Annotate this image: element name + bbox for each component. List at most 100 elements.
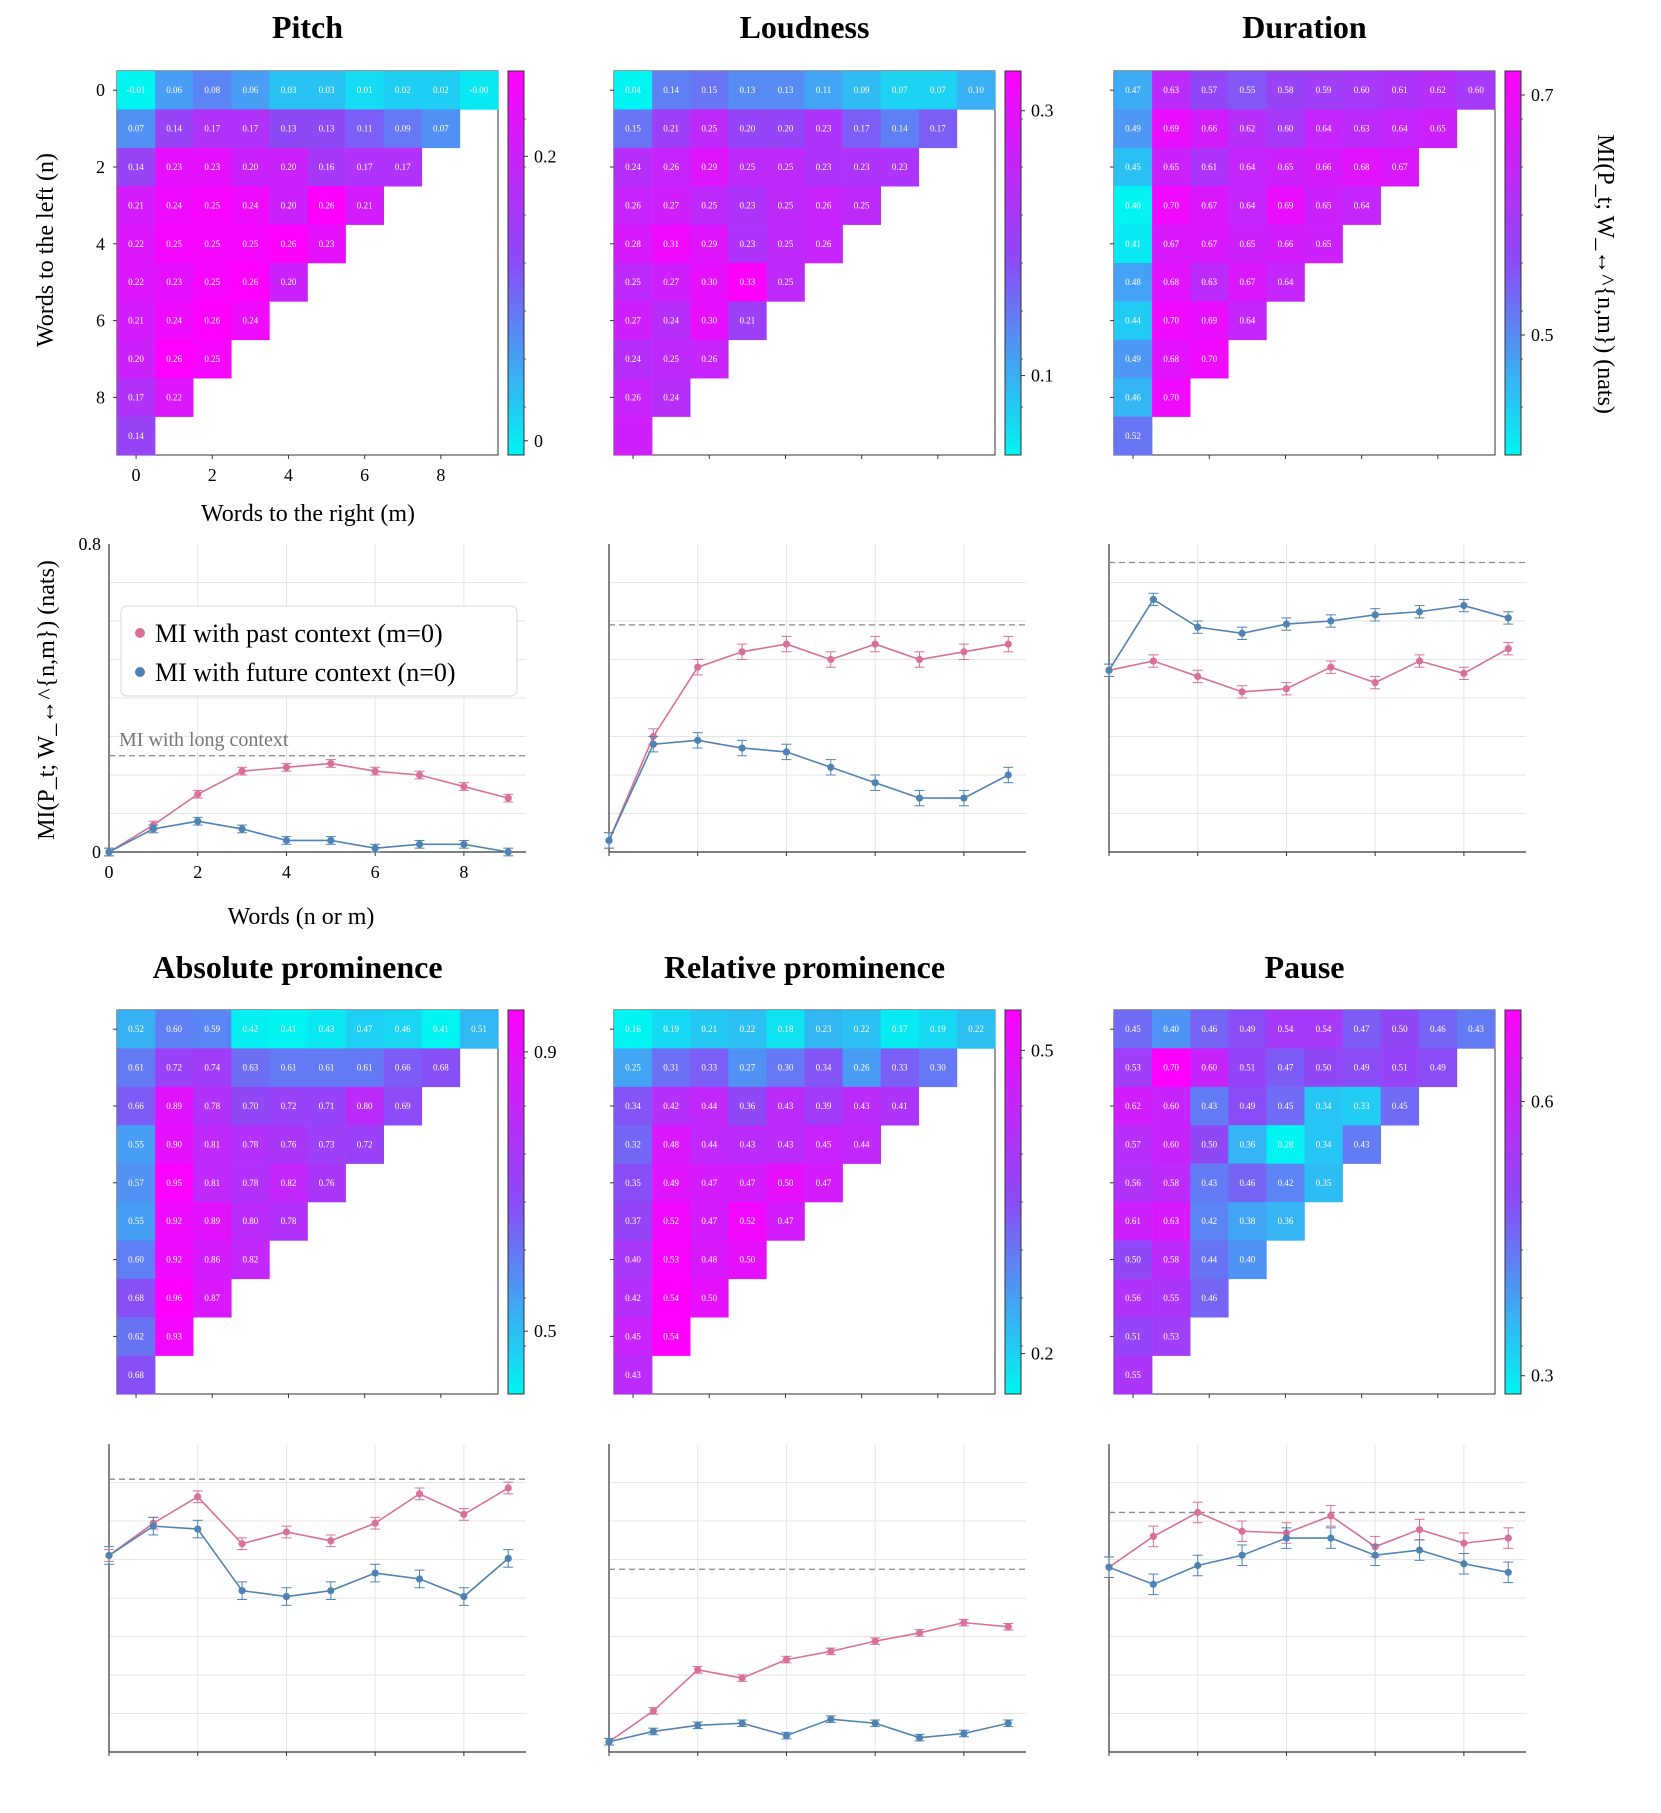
data-point xyxy=(327,836,335,845)
heatmap-cell xyxy=(117,1086,156,1126)
cell-value-label: 0.25 xyxy=(204,354,220,364)
heatmap-cell xyxy=(804,147,843,187)
heatmap-y-axis-label: Words to the left (n) xyxy=(33,153,59,347)
cell-value-label: 0.26 xyxy=(701,354,717,364)
heatmap-cell xyxy=(1114,71,1153,110)
cell-value-label: 0.80 xyxy=(357,1101,373,1111)
cell-value-label: 0.27 xyxy=(663,200,679,210)
cell-value-label: 0.41 xyxy=(433,1024,449,1034)
data-point xyxy=(827,655,835,664)
heatmap-cell xyxy=(804,1163,843,1203)
cell-value-label: 0.44 xyxy=(701,1101,717,1111)
cell-value-label: 0.64 xyxy=(1354,200,1370,210)
heatmap-cell xyxy=(1190,147,1229,187)
heatmap-cell xyxy=(459,1010,499,1049)
data-point xyxy=(460,782,468,791)
cell-value-label: 0.43 xyxy=(778,1101,794,1111)
heatmap-cell xyxy=(193,1163,232,1203)
heatmap-cell xyxy=(193,1048,232,1088)
cell-value-label: 0.61 xyxy=(1392,85,1408,95)
cell-value-label: 0.14 xyxy=(166,124,182,134)
heatmap-cell xyxy=(766,109,805,149)
heatmap-cell xyxy=(690,1202,729,1241)
cell-value-label: 0.22 xyxy=(968,1024,984,1034)
heatmap-cell xyxy=(1114,1355,1153,1395)
data-point xyxy=(871,779,879,787)
cell-value-label: 0.65 xyxy=(1239,239,1255,249)
heatmap-cell xyxy=(766,1086,805,1126)
cell-value-label: 0.49 xyxy=(1430,1063,1446,1073)
heatmap-cell xyxy=(804,1125,843,1164)
heatmap-cell xyxy=(1114,263,1153,302)
cell-value-label: 0.41 xyxy=(892,1101,908,1111)
cell-value-label: 0.24 xyxy=(242,200,258,210)
cell-value-label: 0.16 xyxy=(625,1024,641,1034)
cell-value-label: 0.60 xyxy=(1163,1101,1179,1111)
heatmap-cell xyxy=(1152,109,1191,149)
cell-value-label: 0.42 xyxy=(663,1101,679,1111)
heatmap-cell xyxy=(1190,186,1229,225)
cell-value-label: 0.53 xyxy=(1163,1331,1179,1341)
cell-value-label: 0.26 xyxy=(816,239,832,249)
data-point xyxy=(694,1666,702,1674)
cell-value-label: 0.44 xyxy=(854,1139,870,1149)
data-point xyxy=(282,1592,291,1601)
cell-value-label: 0.24 xyxy=(663,316,679,326)
heatmap-cell xyxy=(614,1317,653,1356)
heatmap-cell xyxy=(728,263,767,302)
cell-value-label: -0.01 xyxy=(127,85,146,95)
cell-value-label: 0.40 xyxy=(1163,1024,1179,1034)
cell-value-label: 0.41 xyxy=(281,1024,297,1034)
cell-value-label: 0.06 xyxy=(166,85,182,95)
heatmap-0: Pitch -0.01 0.06 0.08 0.06 0.03 0.03 0.01 0.02 0.… xyxy=(96,9,557,485)
cell-value-label: 0.20 xyxy=(739,124,755,134)
cell-value-label: 0.20 xyxy=(242,162,258,172)
heatmap-cell xyxy=(231,1048,270,1088)
data-point xyxy=(782,1656,791,1664)
heatmap-cell xyxy=(155,263,194,302)
heatmap-cell xyxy=(155,1125,194,1164)
cell-value-label: 0.09 xyxy=(395,124,411,134)
heatmap-cell xyxy=(117,1202,156,1241)
heatmap-cell xyxy=(614,71,653,110)
data-point xyxy=(1415,1525,1424,1534)
cell-value-label: 0.60 xyxy=(1354,85,1370,95)
line-chart-3 xyxy=(104,1444,526,1756)
heatmap-cell xyxy=(652,71,691,110)
data-point xyxy=(1282,685,1291,693)
cell-value-label: 0.25 xyxy=(778,239,794,249)
cell-value-label: 0.26 xyxy=(625,392,641,402)
heatmap-cell xyxy=(1266,1048,1305,1088)
heatmap-cell xyxy=(1114,416,1153,456)
cell-value-label: 0.52 xyxy=(739,1216,755,1226)
heatmap-cell xyxy=(117,109,156,149)
cell-value-label: 0.20 xyxy=(281,200,297,210)
heatmap-cell xyxy=(1152,224,1191,264)
cell-value-label: 0.46 xyxy=(1125,392,1141,402)
heatmap-cell xyxy=(1190,1048,1229,1088)
cell-value-label: 0.22 xyxy=(739,1024,755,1034)
x-tick-label: 0 xyxy=(105,862,114,882)
heatmap-cell xyxy=(155,1240,194,1280)
data-point xyxy=(327,1587,335,1595)
heatmap-cell xyxy=(117,1010,156,1049)
heatmap-cell xyxy=(766,1010,805,1049)
heatmap-cell xyxy=(1152,263,1191,302)
cell-value-label: 0.30 xyxy=(701,316,717,326)
cell-value-label: 0.55 xyxy=(1239,85,1255,95)
data-point xyxy=(105,1551,113,1560)
cell-value-label: 0.45 xyxy=(1278,1101,1294,1111)
heatmap-cell xyxy=(614,1125,653,1164)
y-tick-label: 8 xyxy=(96,387,105,407)
cell-value-label: 0.25 xyxy=(204,277,220,287)
y-tick-label: 2 xyxy=(96,157,105,177)
cell-value-label: 0.81 xyxy=(204,1178,220,1188)
cell-value-label: 0.47 xyxy=(701,1216,717,1226)
cell-value-label: 0.24 xyxy=(166,200,182,210)
heatmap-cell xyxy=(1304,1086,1343,1126)
cell-value-label: 0.08 xyxy=(204,85,220,95)
heatmap-cell xyxy=(269,224,308,264)
colorbar-tick-label: 0.9 xyxy=(534,1042,557,1062)
heatmap-cell xyxy=(804,109,843,149)
cell-value-label: 0.11 xyxy=(357,124,372,134)
